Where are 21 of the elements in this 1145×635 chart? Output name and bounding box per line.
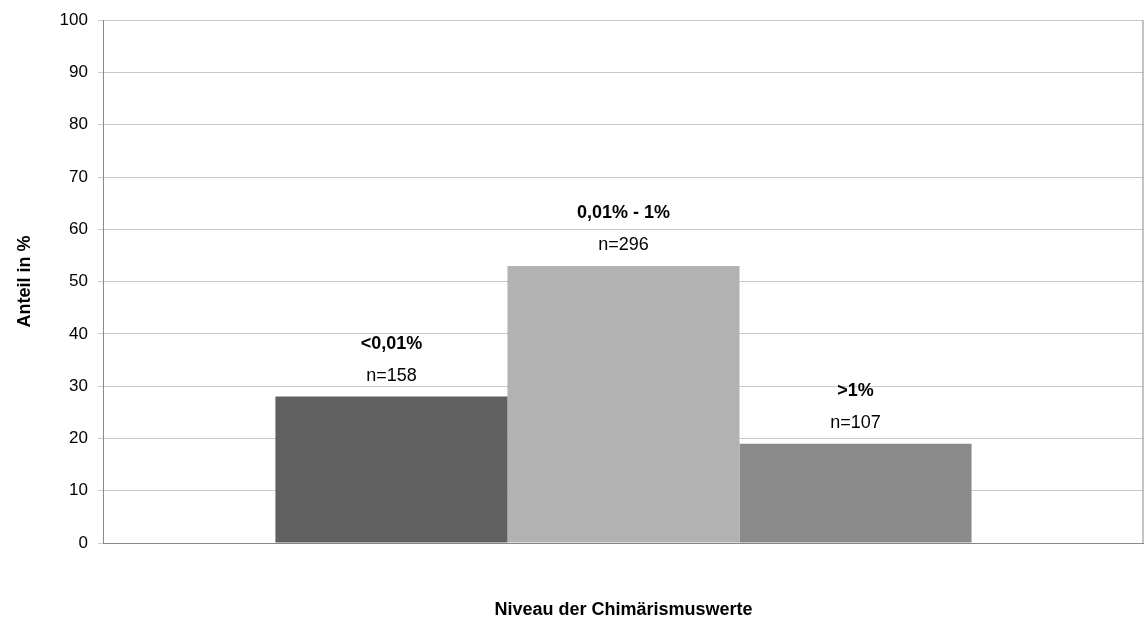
y-tick-label: 20 (69, 428, 88, 448)
y-tick-label: 50 (69, 271, 88, 291)
y-tick-label: 30 (69, 375, 88, 395)
y-tick-label: 90 (69, 62, 88, 82)
y-tick-label: 80 (69, 114, 88, 134)
annotation: n=107 (830, 411, 881, 432)
y-tick-label: 40 (69, 323, 88, 343)
text: >1% (837, 379, 874, 400)
x-axis-title: Niveau der Chimärismuswerte (494, 599, 753, 620)
bar (507, 265, 740, 543)
text: 0,01% - 1% (576, 201, 671, 222)
y-tick-label: 70 (69, 166, 88, 186)
bar (275, 396, 508, 543)
y-axis-title: Anteil in % (13, 235, 34, 328)
y-tick-label: 60 (69, 219, 88, 239)
text: <0,01% (360, 332, 423, 353)
y-tick-label: 10 (69, 480, 88, 500)
annotation: n=158 (366, 364, 417, 385)
y-tick-label: 100 (59, 9, 88, 29)
annotation: n=296 (598, 233, 649, 254)
y-tick-label: 0 (78, 532, 88, 552)
